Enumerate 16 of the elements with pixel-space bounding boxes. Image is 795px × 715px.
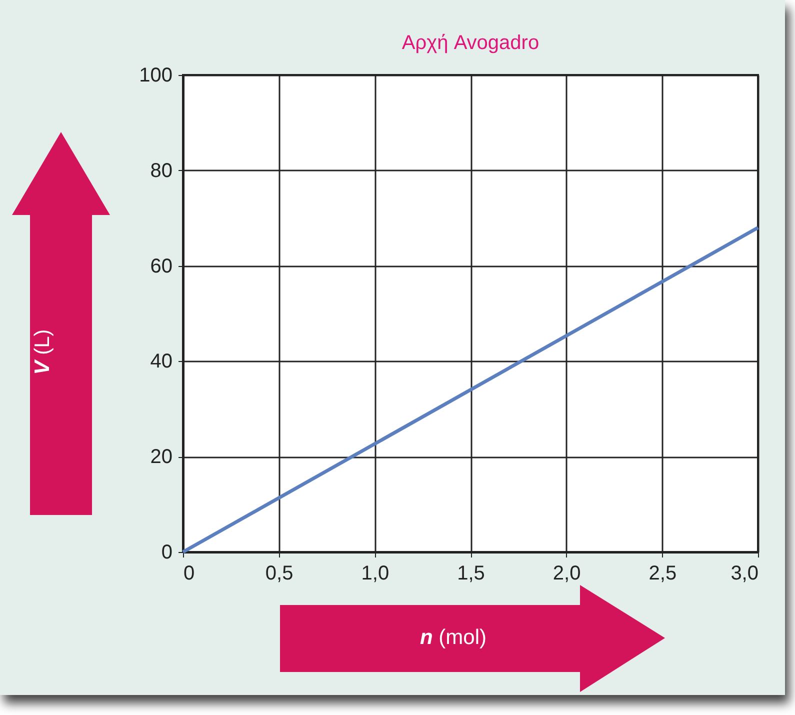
chart-title: Αρχή Avogadro: [402, 32, 540, 54]
y-tick-label: 0: [161, 542, 172, 564]
x-tick-label: 3,0: [730, 562, 758, 584]
x-tick-label: 2,5: [648, 562, 677, 584]
x-tick-label: 2,0: [552, 562, 581, 584]
y-tick-label: 80: [150, 160, 172, 182]
x-tick-label: 1,5: [457, 562, 485, 584]
x-tick-label: 0,5: [265, 562, 294, 584]
y-tick-label: 20: [150, 446, 172, 468]
y-tick-label: 100: [139, 64, 172, 86]
y-tick-label: 40: [150, 350, 172, 373]
y-axis-title: V (L): [30, 329, 55, 375]
x-tick-label: 0: [184, 562, 195, 584]
x-axis-title: n (mol): [420, 626, 486, 650]
y-tick-label: 60: [150, 255, 172, 278]
x-tick-label: 1,0: [361, 562, 390, 584]
